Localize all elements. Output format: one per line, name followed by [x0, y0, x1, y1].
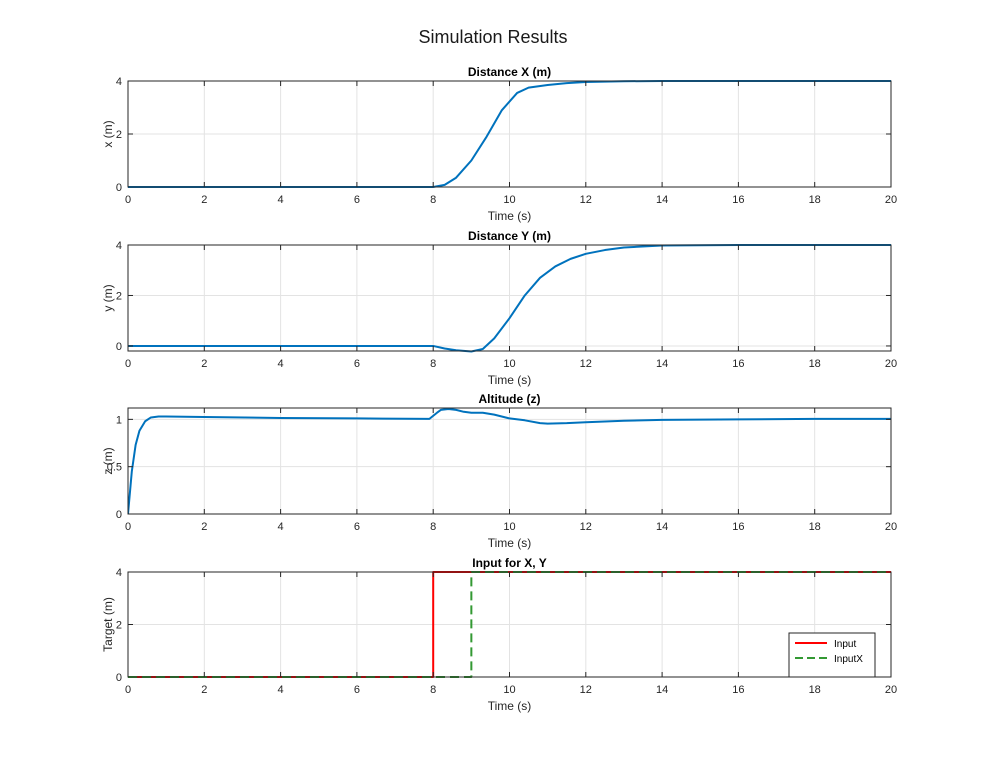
x-tick-label: 10	[503, 358, 515, 370]
series-line-1	[128, 244, 891, 353]
x-axis-label: Time (s)	[488, 536, 532, 550]
y-axis-label: Target (m)	[101, 597, 115, 652]
x-tick-label: 12	[580, 684, 592, 696]
x-tick-label: 10	[503, 521, 515, 533]
x-tick-label: 20	[885, 521, 897, 533]
subplot-2: 0 2 4 6 8 10 12 14 16 18 20 0 2 4 Distance Y (m) Time (…	[101, 229, 897, 387]
legend: Input InputX	[788, 632, 876, 678]
y-tick-label: 0	[116, 509, 122, 521]
x-tick-label: 20	[885, 358, 897, 370]
x-tick-label: 18	[809, 684, 821, 696]
x-tick-label: 2	[201, 194, 207, 206]
x-tick-label: 14	[656, 521, 668, 533]
y-axis-label: z (m)	[101, 447, 115, 474]
legend-label-input: Input	[834, 639, 856, 650]
x-tick-label: 20	[885, 684, 897, 696]
y-tick-label: 1	[116, 414, 122, 426]
y-tick-label: 4	[116, 567, 122, 579]
x-tick-label: 12	[580, 194, 592, 206]
x-tick-label: 4	[278, 521, 284, 533]
x-tick-label: 16	[732, 521, 744, 533]
x-tick-label: 18	[809, 521, 821, 533]
x-tick-label: 10	[503, 194, 515, 206]
y-tick-label: 2	[116, 129, 122, 141]
x-axis-label: Time (s)	[488, 699, 532, 713]
y-tick-label: 0.5	[107, 462, 122, 474]
axes-title: Distance X (m)	[468, 65, 551, 79]
x-axis-label: Time (s)	[488, 373, 532, 387]
x-tick-label: 14	[656, 194, 668, 206]
legend-box	[788, 632, 876, 678]
x-tick-label: 18	[809, 358, 821, 370]
x-tick-label: 14	[656, 684, 668, 696]
y-tick-label: 0	[116, 182, 122, 194]
x-tick-label: 20	[885, 194, 897, 206]
subplot-3: 0 2 4 6 8 10 12 14 16 18 20 0 0.5 1 Altitude (z) Time (…	[101, 392, 897, 550]
x-tick-label: 16	[732, 194, 744, 206]
y-tick-label: 2	[116, 620, 122, 632]
x-tick-label: 2	[201, 521, 207, 533]
x-tick-label: 8	[430, 358, 436, 370]
y-tick-label: 4	[116, 76, 122, 88]
x-tick-label: 14	[656, 358, 668, 370]
subplot-1: 0 2 4 6 8 10 12 14 16 18 20 0 2 4 Distance X (m) Time (…	[101, 65, 897, 223]
x-tick-label: 12	[580, 521, 592, 533]
y-tick-label: 2	[116, 290, 122, 302]
x-tick-label: 16	[732, 684, 744, 696]
x-tick-label: 0	[125, 521, 131, 533]
legend-label-inputx: InputX	[834, 654, 863, 665]
subplot-4: 0 2 4 6 8 10 12 14 16 18 20 0 2 4 Input for X, Y Time (…	[101, 556, 897, 713]
x-tick-label: 12	[580, 358, 592, 370]
x-tick-label: 8	[430, 521, 436, 533]
x-tick-label: 8	[430, 194, 436, 206]
y-axis-label: y (m)	[101, 284, 115, 311]
x-tick-label: 6	[354, 684, 360, 696]
axes-title: Input for X, Y	[472, 556, 546, 570]
x-tick-label: 6	[354, 358, 360, 370]
x-tick-label: 10	[503, 684, 515, 696]
x-tick-label: 4	[278, 358, 284, 370]
x-tick-label: 16	[732, 358, 744, 370]
y-axis-label: x (m)	[101, 120, 115, 147]
x-tick-label: 4	[278, 684, 284, 696]
x-tick-label: 4	[278, 194, 284, 206]
axes-title: Distance Y (m)	[468, 229, 551, 243]
y-tick-label: 0	[116, 341, 122, 353]
series-line-1	[128, 407, 891, 515]
x-tick-label: 6	[354, 521, 360, 533]
x-axis-label: Time (s)	[488, 209, 532, 223]
x-tick-label: 0	[125, 358, 131, 370]
x-tick-label: 6	[354, 194, 360, 206]
y-tick-label: 0	[116, 672, 122, 684]
x-tick-label: 8	[430, 684, 436, 696]
figure-title: Simulation Results	[418, 27, 568, 47]
y-tick-label: 4	[116, 240, 122, 252]
x-tick-label: 18	[809, 194, 821, 206]
x-tick-label: 2	[201, 358, 207, 370]
x-tick-label: 0	[125, 684, 131, 696]
axes-title: Altitude (z)	[479, 392, 541, 406]
x-tick-label: 0	[125, 194, 131, 206]
x-tick-label: 2	[201, 684, 207, 696]
